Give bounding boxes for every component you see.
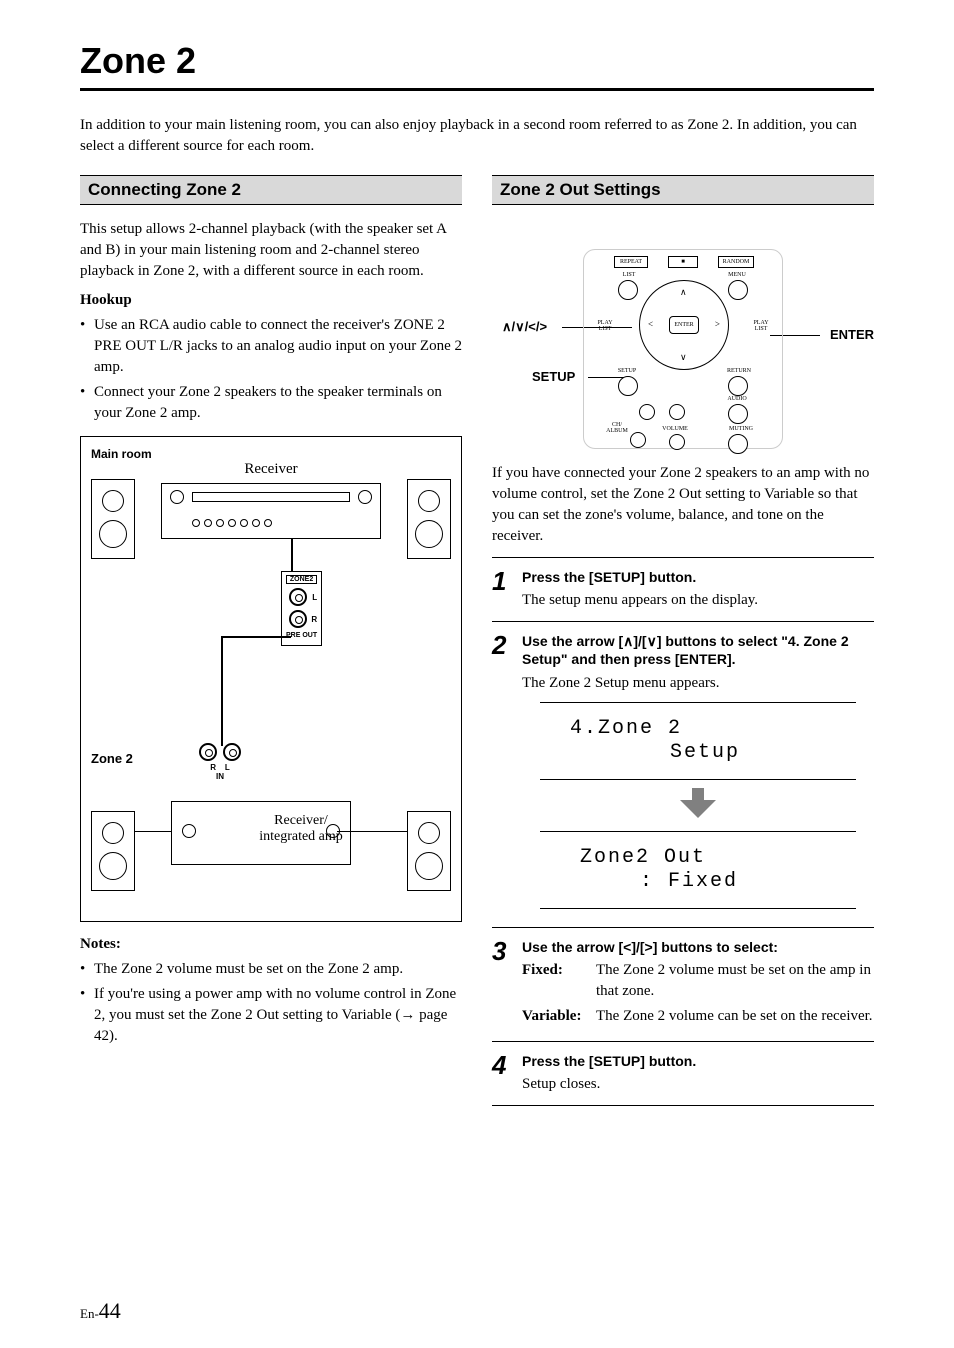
page-title: Zone 2 xyxy=(80,40,874,91)
list-item: If you're using a power amp with no volu… xyxy=(80,984,462,1047)
step-heading: Press the [SETUP] button. xyxy=(522,568,874,586)
option-desc: The Zone 2 volume must be set on the amp… xyxy=(596,960,874,1002)
list-label: LIST xyxy=(614,272,644,278)
lcd-line: 4.Zone 2 xyxy=(540,717,856,741)
step-number: 1 xyxy=(492,568,514,611)
amp-in-jacks: R L IN xyxy=(199,741,241,781)
playlist-left-label: PLAY LIST xyxy=(590,320,620,332)
l-label: L xyxy=(312,593,317,602)
stop-btn: ■ xyxy=(668,256,698,268)
random-btn: RANDOM xyxy=(718,256,754,268)
intro-text: In addition to your main listening room,… xyxy=(80,115,874,157)
playlist-right-label: PLAY LIST xyxy=(746,320,776,332)
step-1: 1 Press the [SETUP] button. The setup me… xyxy=(492,557,874,621)
step-heading: Use the arrow [∧]/[∨] buttons to select … xyxy=(522,632,874,668)
main-room-label: Main room xyxy=(91,447,451,461)
zone2-jack-label: ZONE2 xyxy=(286,575,317,584)
page-footer: En-44 xyxy=(80,1298,121,1324)
circle-btn xyxy=(728,434,748,454)
notes-heading: Notes: xyxy=(80,936,462,953)
circle-btn xyxy=(618,280,638,300)
page-number: 44 xyxy=(99,1298,121,1323)
step-heading: Press the [SETUP] button. xyxy=(522,1052,874,1070)
hookup-list: Use an RCA audio cable to connect the re… xyxy=(80,315,462,424)
circle-btn xyxy=(630,432,646,448)
enter-label: ENTER xyxy=(830,327,874,342)
connecting-zone2-header: Connecting Zone 2 xyxy=(80,175,462,205)
notes-list: The Zone 2 volume must be set on the Zon… xyxy=(80,959,462,1047)
speaker-icon xyxy=(91,479,135,559)
circle-btn xyxy=(728,280,748,300)
nav-ring: ∧ ∨ < > ENTER xyxy=(639,280,729,370)
repeat-btn: REPEAT xyxy=(614,256,648,268)
speaker-icon xyxy=(407,479,451,559)
step-text: The setup menu appears on the display. xyxy=(522,590,874,611)
step-text: The Zone 2 Setup menu appears. xyxy=(522,673,874,694)
circle-btn xyxy=(669,404,685,420)
muting-label: MUTING xyxy=(726,426,756,432)
lcd-display-1: 4.Zone 2 Setup xyxy=(540,702,856,780)
audio-label: AUDIO xyxy=(722,396,752,402)
hookup-diagram: Main room Receiver xyxy=(80,436,462,922)
circle-btn xyxy=(618,376,638,396)
r-label: R xyxy=(210,763,216,772)
setup-small-label: SETUP xyxy=(612,368,642,374)
speaker-icon xyxy=(407,811,451,891)
lcd-line: Setup xyxy=(540,741,856,765)
list-item: Connect your Zone 2 speakers to the spea… xyxy=(80,382,462,424)
zone2-preout-jacks: ZONE2 L R PRE OUT xyxy=(281,571,322,646)
option-row: Variable: The Zone 2 volume can be set o… xyxy=(522,1006,874,1027)
enter-btn: ENTER xyxy=(669,316,699,334)
option-label: Fixed: xyxy=(522,960,590,1002)
right-column: Zone 2 Out Settings ∧/∨/</> ENTER SETUP … xyxy=(492,175,874,1106)
circle-btn xyxy=(728,404,748,424)
setup-label: SETUP xyxy=(532,369,575,384)
option-row: Fixed: The Zone 2 volume must be set on … xyxy=(522,960,874,1002)
circle-btn xyxy=(728,376,748,396)
step-3: 3 Use the arrow [<]/[>] buttons to selec… xyxy=(492,927,874,1041)
connecting-para: This setup allows 2-channel playback (wi… xyxy=(80,219,462,282)
in-label: IN xyxy=(199,772,241,781)
amp-caption: Receiver/ integrated amp xyxy=(241,813,361,845)
lcd-line: Zone2 Out xyxy=(540,846,856,870)
return-label: RETURN xyxy=(724,368,754,374)
zone2-out-header: Zone 2 Out Settings xyxy=(492,175,874,205)
remote-diagram: ∧/∨/</> ENTER SETUP REPEAT ■ RANDOM LIST… xyxy=(492,219,874,449)
footer-prefix: En- xyxy=(80,1306,99,1321)
left-column: Connecting Zone 2 This setup allows 2-ch… xyxy=(80,175,462,1106)
hookup-heading: Hookup xyxy=(80,292,462,309)
step-2: 2 Use the arrow [∧]/[∨] buttons to selec… xyxy=(492,621,874,926)
remote-body: REPEAT ■ RANDOM LIST MENU ∧ ∨ < > ENTER … xyxy=(583,249,783,449)
ch-album-label: CH/ ALBUM xyxy=(602,422,632,434)
step-number: 3 xyxy=(492,938,514,1031)
circle-btn xyxy=(669,434,685,450)
zone2-out-para: If you have connected your Zone 2 speake… xyxy=(492,463,874,547)
volume-label: VOLUME xyxy=(660,426,690,432)
receiver-box xyxy=(161,483,381,539)
arrow-down-icon xyxy=(522,788,874,823)
menu-label: MENU xyxy=(722,272,752,278)
zone2-area-label: Zone 2 xyxy=(91,751,133,766)
arrows-label: ∧/∨/</> xyxy=(502,319,547,335)
two-column-layout: Connecting Zone 2 This setup allows 2-ch… xyxy=(80,175,874,1106)
step-4: 4 Press the [SETUP] button. Setup closes… xyxy=(492,1041,874,1106)
r-label: R xyxy=(311,615,317,624)
l-label: L xyxy=(225,763,230,772)
receiver-label: Receiver xyxy=(91,461,451,478)
speaker-icon xyxy=(91,811,135,891)
list-item: Use an RCA audio cable to connect the re… xyxy=(80,315,462,378)
lcd-display-2: Zone2 Out : Fixed xyxy=(540,831,856,909)
step-number: 2 xyxy=(492,632,514,916)
step-text: Setup closes. xyxy=(522,1074,874,1095)
lcd-line: : Fixed xyxy=(540,870,856,894)
option-desc: The Zone 2 volume can be set on the rece… xyxy=(596,1006,873,1027)
step-number: 4 xyxy=(492,1052,514,1095)
step-heading: Use the arrow [<]/[>] buttons to select: xyxy=(522,938,874,956)
list-item: The Zone 2 volume must be set on the Zon… xyxy=(80,959,462,980)
circle-btn xyxy=(639,404,655,420)
option-label: Variable: xyxy=(522,1006,590,1027)
